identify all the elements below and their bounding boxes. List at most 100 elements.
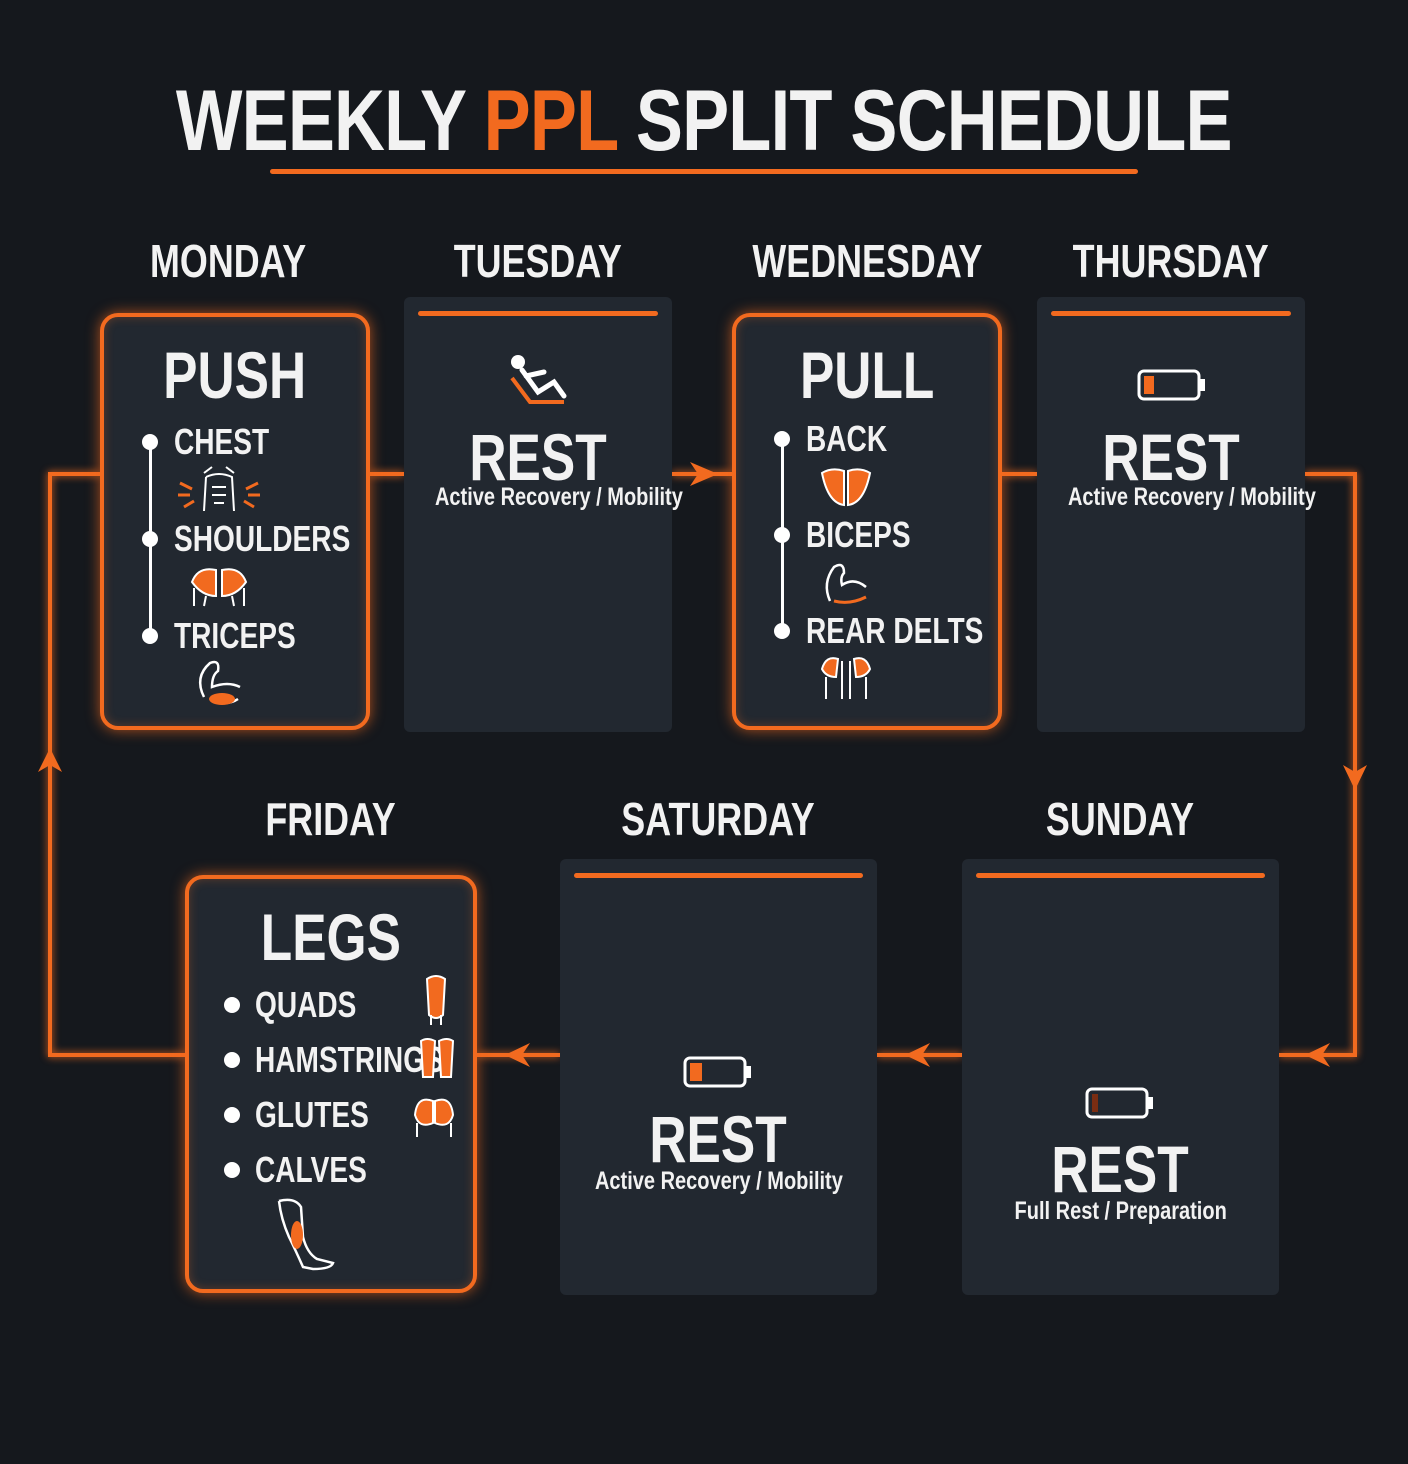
title-suffix: SPLIT SCHEDULE	[636, 73, 1233, 169]
label-text: QUADS	[255, 984, 357, 1025]
label-text: SUNDAY	[1045, 793, 1195, 845]
workout-title: REST	[404, 419, 672, 495]
title-underline	[270, 169, 1138, 174]
label-text: Full Rest / Preparation	[1014, 1197, 1227, 1225]
bullet	[774, 623, 790, 639]
calf-icon	[277, 1198, 335, 1271]
arrow-right-icon	[690, 462, 718, 486]
label-text: BACK	[806, 418, 888, 459]
label-text: PUSH	[163, 338, 307, 412]
label-text: WEDNESDAY	[752, 235, 982, 287]
day-label-monday: MONDAY	[78, 234, 378, 288]
label-text: FRIDAY	[264, 793, 396, 845]
day-label-sunday: SUNDAY	[970, 792, 1270, 846]
day-label-tuesday: TUESDAY	[388, 234, 688, 288]
muscle-calves: CALVES	[255, 1149, 398, 1191]
label-text: SHOULDERS	[174, 518, 351, 559]
day-label-thursday: THURSDAY	[1021, 234, 1321, 288]
glutes-icon	[413, 1098, 455, 1137]
card-monday-push: PUSH CHEST SHOULDERS TRICEPS	[100, 313, 370, 730]
day-label-wednesday: WEDNESDAY	[717, 234, 1017, 288]
muscle-triceps: TRICEPS	[174, 615, 330, 657]
workout-title: REST	[560, 1101, 877, 1177]
muscle-chest: CHEST	[174, 421, 296, 463]
triceps-arm-icon	[198, 660, 241, 705]
rest-note: Full Rest / Preparation	[962, 1197, 1279, 1226]
label-text: TRICEPS	[174, 615, 296, 656]
muscle-rear-delts: REAR DELTS	[806, 610, 1033, 652]
biceps-arm-icon	[825, 563, 867, 604]
rest-note: Active Recovery / Mobility	[404, 483, 683, 512]
card-top-bar	[1051, 311, 1291, 316]
bullet	[774, 431, 790, 447]
shoulders-icon	[190, 568, 248, 607]
label-text: HAMSTRINGS	[255, 1039, 444, 1080]
day-label-friday: FRIDAY	[180, 792, 480, 846]
reclining-person-icon	[510, 355, 567, 404]
rest-note: Active Recovery / Mobility	[1037, 483, 1316, 512]
card-top-bar	[574, 873, 863, 878]
rear-delts-icon	[820, 657, 872, 699]
card-wednesday-pull: PULL BACK BICEPS REAR DELTS	[732, 313, 1002, 730]
quads-icon	[425, 975, 447, 1025]
label-text: MONDAY	[149, 235, 307, 287]
label-text: REAR DELTS	[806, 610, 984, 651]
low-battery-icon	[1137, 369, 1205, 401]
hamstrings-icon	[419, 1038, 455, 1078]
bullet	[142, 628, 158, 644]
arrow-left-icon	[1305, 1043, 1330, 1067]
empty-battery-icon	[1085, 1087, 1153, 1119]
label-text: Active Recovery / Mobility	[1067, 483, 1316, 511]
label-text: REST	[1102, 420, 1240, 494]
workout-title: PULL	[736, 337, 998, 413]
muscle-glutes: GLUTES	[255, 1094, 401, 1136]
title-accent: PPL	[483, 73, 618, 169]
muscle-back: BACK	[806, 418, 910, 460]
workout-title: REST	[962, 1131, 1279, 1207]
day-label-saturday: SATURDAY	[568, 792, 868, 846]
label-text: PULL	[799, 338, 935, 412]
label-text: LEGS	[260, 900, 402, 974]
card-saturday-rest: REST Active Recovery / Mobility	[560, 859, 877, 1295]
back-icon	[820, 468, 872, 507]
arrow-down-icon	[1343, 765, 1367, 790]
muscle-hamstrings: HAMSTRINGS	[255, 1039, 497, 1081]
bullet	[224, 997, 240, 1013]
bullet	[774, 527, 790, 543]
label-text: Active Recovery / Mobility	[434, 483, 683, 511]
bullet	[224, 1107, 240, 1123]
label-text: BICEPS	[806, 514, 911, 555]
workout-title: LEGS	[189, 899, 473, 975]
card-friday-legs: LEGS QUADS HAMSTRINGS GLUTES CALVES	[185, 875, 477, 1293]
label-text: CHEST	[174, 421, 270, 462]
low-battery-icon	[683, 1056, 751, 1088]
rest-note: Active Recovery / Mobility	[560, 1167, 877, 1196]
title-prefix: WEEKLY	[176, 73, 466, 169]
page-title: WEEKLY PPL SPLIT SCHEDULE	[0, 72, 1408, 171]
label-text: SATURDAY	[621, 793, 815, 845]
card-top-bar	[418, 311, 658, 316]
card-top-bar	[976, 873, 1265, 878]
label-text: CALVES	[255, 1149, 367, 1190]
muscle-biceps: BICEPS	[806, 514, 940, 556]
label-text: THURSDAY	[1072, 235, 1270, 287]
arrow-left-icon	[905, 1043, 930, 1067]
bullet	[142, 434, 158, 450]
workout-title: PUSH	[104, 337, 366, 413]
muscle-shoulders: SHOULDERS	[174, 518, 400, 560]
arrow-up-icon	[38, 748, 62, 772]
workout-title: REST	[1037, 419, 1305, 495]
label-text: REST	[469, 420, 607, 494]
label-text: REST	[1051, 1132, 1190, 1206]
bullet	[224, 1162, 240, 1178]
label-text: GLUTES	[255, 1094, 369, 1135]
card-tuesday-rest: REST Active Recovery / Mobility	[404, 297, 683, 732]
label-text: Active Recovery / Mobility	[594, 1167, 843, 1195]
muscle-quads: QUADS	[255, 984, 385, 1026]
label-text: TUESDAY	[453, 235, 623, 287]
arrow-left-icon	[505, 1043, 530, 1067]
label-text: REST	[649, 1102, 788, 1176]
bullet	[142, 531, 158, 547]
chest-icon	[178, 466, 260, 512]
card-sunday-rest: REST Full Rest / Preparation	[962, 859, 1279, 1295]
